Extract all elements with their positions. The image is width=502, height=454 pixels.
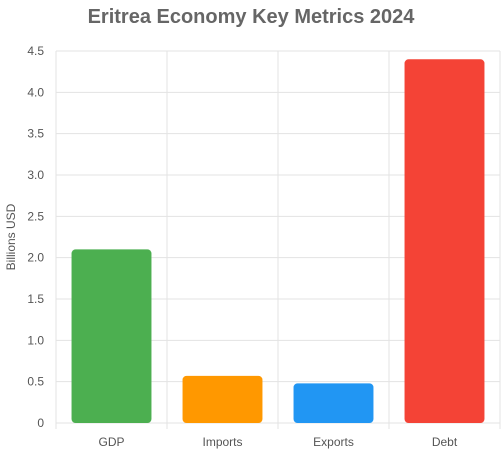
y-tick-label: 3.5 bbox=[27, 127, 44, 141]
chart-title: Eritrea Economy Key Metrics 2024 bbox=[87, 6, 415, 28]
bar-imports bbox=[182, 375, 263, 423]
y-tick-label: 1.5 bbox=[27, 292, 44, 306]
bar-exports bbox=[293, 383, 374, 423]
bars bbox=[71, 59, 485, 424]
y-tick-label: 3.0 bbox=[27, 168, 44, 182]
y-tick-label: 2.0 bbox=[27, 251, 44, 265]
y-tick-label: 4.0 bbox=[27, 85, 44, 99]
x-tick-label: GDP bbox=[98, 435, 124, 449]
y-axis-label: Billions USD bbox=[4, 203, 18, 270]
x-tick-label: Imports bbox=[202, 435, 242, 449]
y-tick-label: 0.5 bbox=[27, 375, 44, 389]
x-axis-ticks: GDP Imports Exports Debt bbox=[98, 435, 457, 449]
y-axis-ticks: 0 0.5 1.0 1.5 2.0 2.5 3.0 3.5 4.0 4.5 bbox=[27, 44, 44, 430]
x-tick-label: Debt bbox=[432, 435, 458, 449]
y-tick-label: 2.5 bbox=[27, 209, 44, 223]
bar-debt bbox=[404, 59, 485, 424]
y-tick-label: 1.0 bbox=[27, 333, 44, 347]
x-tick-label: Exports bbox=[313, 435, 354, 449]
bar-gdp bbox=[71, 249, 152, 423]
y-tick-label: 4.5 bbox=[27, 44, 44, 58]
y-tick-label: 0 bbox=[37, 416, 44, 430]
